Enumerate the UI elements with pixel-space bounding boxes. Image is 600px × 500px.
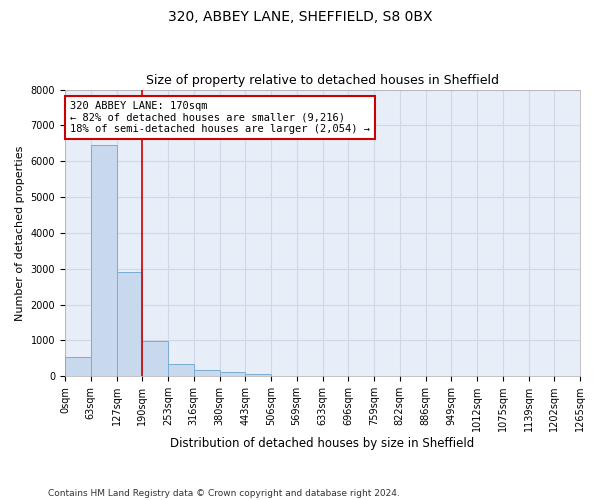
Bar — [194, 370, 220, 376]
Bar — [65, 356, 91, 376]
Y-axis label: Number of detached properties: Number of detached properties — [15, 145, 25, 320]
Bar — [116, 272, 142, 376]
Bar — [91, 145, 116, 376]
Text: 320 ABBEY LANE: 170sqm
← 82% of detached houses are smaller (9,216)
18% of semi-: 320 ABBEY LANE: 170sqm ← 82% of detached… — [70, 101, 370, 134]
Title: Size of property relative to detached houses in Sheffield: Size of property relative to detached ho… — [146, 74, 499, 87]
Bar — [220, 372, 245, 376]
X-axis label: Distribution of detached houses by size in Sheffield: Distribution of detached houses by size … — [170, 437, 475, 450]
Bar — [168, 364, 194, 376]
Text: 320, ABBEY LANE, SHEFFIELD, S8 0BX: 320, ABBEY LANE, SHEFFIELD, S8 0BX — [168, 10, 432, 24]
Bar — [245, 374, 271, 376]
Bar — [142, 342, 168, 376]
Text: Contains HM Land Registry data © Crown copyright and database right 2024.: Contains HM Land Registry data © Crown c… — [48, 488, 400, 498]
